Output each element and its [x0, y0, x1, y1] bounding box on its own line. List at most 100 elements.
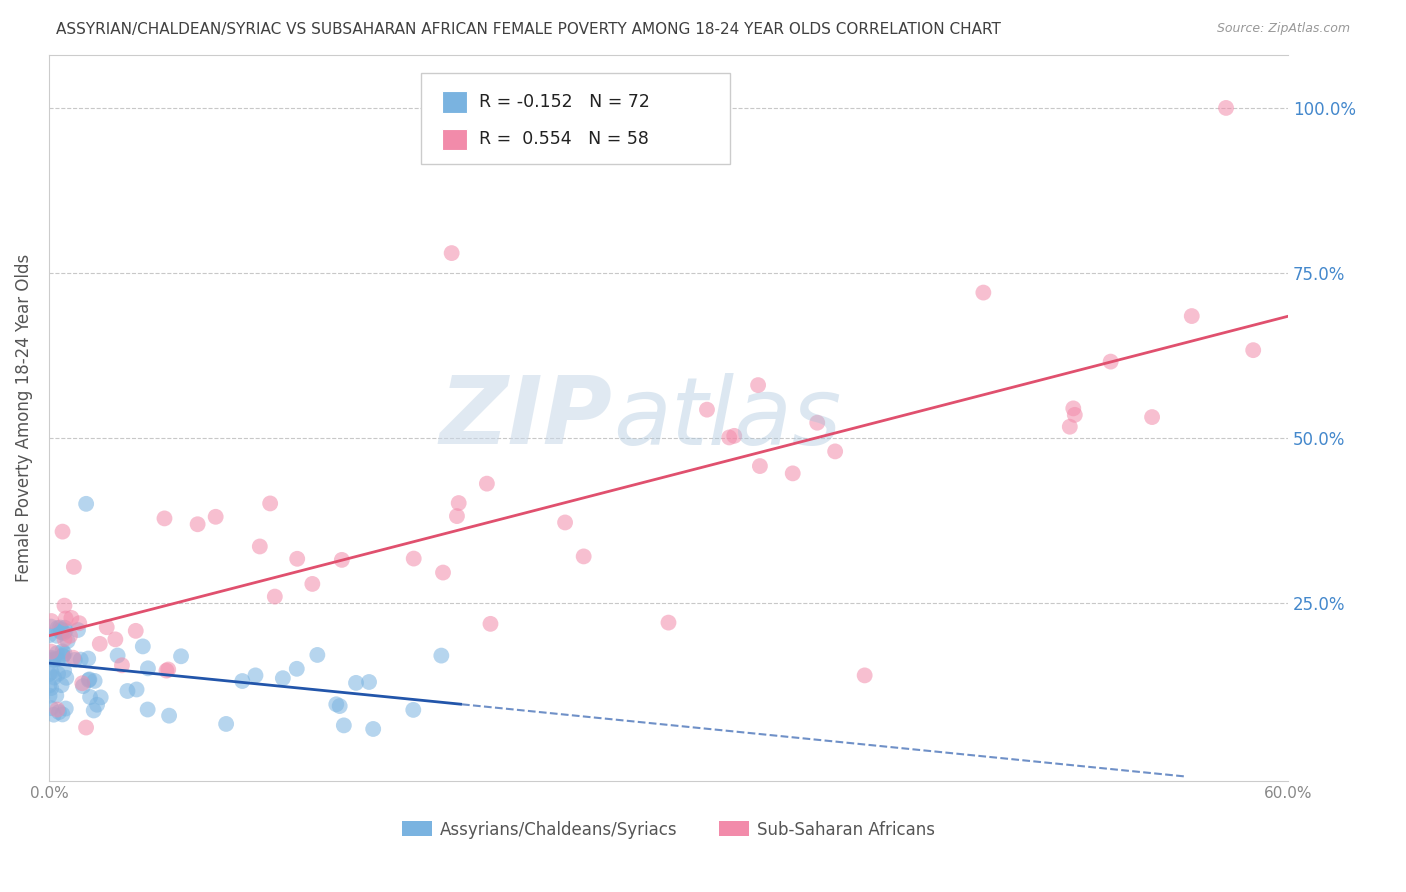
- Point: [1241, 343, 1264, 358]
- Bar: [441, 128, 467, 151]
- Point: [83, 703, 105, 717]
- Point: [554, 516, 576, 530]
- Point: [46, 702, 69, 716]
- Point: [747, 378, 769, 392]
- Point: [49, 624, 72, 639]
- Point: [1181, 309, 1204, 323]
- Point: [52, 649, 75, 664]
- Point: [46, 666, 69, 681]
- Text: ZIP: ZIP: [440, 372, 613, 464]
- Point: [263, 590, 285, 604]
- Point: [117, 684, 139, 698]
- Point: [83, 673, 105, 688]
- Point: [41, 614, 63, 628]
- Point: [432, 566, 454, 580]
- Point: [1099, 354, 1122, 368]
- Point: [446, 509, 468, 524]
- Point: [90, 690, 112, 705]
- Point: [51, 625, 73, 640]
- Point: [45, 689, 67, 703]
- Point: [42, 652, 65, 666]
- Point: [63, 653, 86, 667]
- Point: [60, 611, 83, 625]
- Point: [69, 652, 91, 666]
- Point: [333, 718, 356, 732]
- Point: [51, 678, 73, 692]
- Point: [51, 644, 73, 658]
- Point: [53, 664, 76, 678]
- Text: ASSYRIAN/CHALDEAN/SYRIAC VS SUBSAHARAN AFRICAN FEMALE POVERTY AMONG 18-24 YEAR O: ASSYRIAN/CHALDEAN/SYRIAC VS SUBSAHARAN A…: [56, 22, 1001, 37]
- Text: atlas: atlas: [613, 373, 841, 464]
- Point: [301, 577, 323, 591]
- Point: [79, 673, 101, 687]
- Point: [231, 673, 253, 688]
- Point: [479, 616, 502, 631]
- Point: [157, 663, 180, 677]
- Point: [1062, 401, 1084, 416]
- Point: [45, 629, 67, 643]
- Point: [271, 671, 294, 685]
- Point: [51, 707, 73, 722]
- Point: [46, 646, 69, 660]
- Point: [53, 647, 76, 661]
- Point: [1059, 419, 1081, 434]
- Point: [46, 652, 69, 666]
- Point: [155, 664, 177, 678]
- Point: [39, 701, 62, 715]
- Point: [41, 665, 63, 680]
- Point: [259, 496, 281, 510]
- Y-axis label: Female Poverty Among 18-24 Year Olds: Female Poverty Among 18-24 Year Olds: [15, 254, 32, 582]
- Point: [51, 623, 73, 637]
- Point: [51, 524, 73, 539]
- Point: [125, 624, 148, 638]
- Point: [430, 648, 453, 663]
- Legend: Assyrians/Chaldeans/Syriacs, Sub-Saharan Africans: Assyrians/Chaldeans/Syriacs, Sub-Saharan…: [395, 814, 942, 846]
- Point: [42, 707, 65, 722]
- Point: [330, 553, 353, 567]
- Point: [187, 517, 209, 532]
- Point: [89, 637, 111, 651]
- Point: [77, 673, 100, 687]
- Point: [307, 648, 329, 662]
- Point: [475, 476, 498, 491]
- Point: [1140, 410, 1163, 425]
- Point: [157, 708, 180, 723]
- Point: [39, 644, 62, 658]
- Point: [1063, 408, 1085, 422]
- Point: [107, 648, 129, 663]
- Point: [111, 658, 134, 673]
- Point: [53, 632, 76, 646]
- Point: [62, 650, 84, 665]
- Point: [66, 623, 89, 637]
- Point: [77, 651, 100, 665]
- Point: [41, 650, 63, 665]
- Point: [67, 616, 90, 631]
- FancyBboxPatch shape: [420, 73, 731, 164]
- Point: [357, 675, 380, 690]
- Point: [72, 676, 94, 690]
- Text: R = -0.152   N = 72: R = -0.152 N = 72: [479, 93, 650, 111]
- Point: [748, 459, 770, 474]
- Point: [657, 615, 679, 630]
- Point: [55, 671, 77, 685]
- Point: [125, 682, 148, 697]
- Point: [52, 648, 75, 663]
- Point: [38, 689, 60, 703]
- Text: Source: ZipAtlas.com: Source: ZipAtlas.com: [1216, 22, 1350, 36]
- Point: [572, 549, 595, 564]
- Point: [63, 559, 86, 574]
- Point: [96, 620, 118, 634]
- Point: [245, 668, 267, 682]
- Point: [440, 246, 463, 260]
- Bar: [441, 91, 467, 112]
- Point: [52, 626, 75, 640]
- Point: [75, 497, 97, 511]
- Point: [402, 703, 425, 717]
- Point: [1215, 101, 1237, 115]
- Point: [39, 619, 62, 633]
- Point: [325, 698, 347, 712]
- Point: [204, 509, 226, 524]
- Point: [55, 624, 77, 638]
- Point: [49, 621, 72, 635]
- Point: [104, 632, 127, 647]
